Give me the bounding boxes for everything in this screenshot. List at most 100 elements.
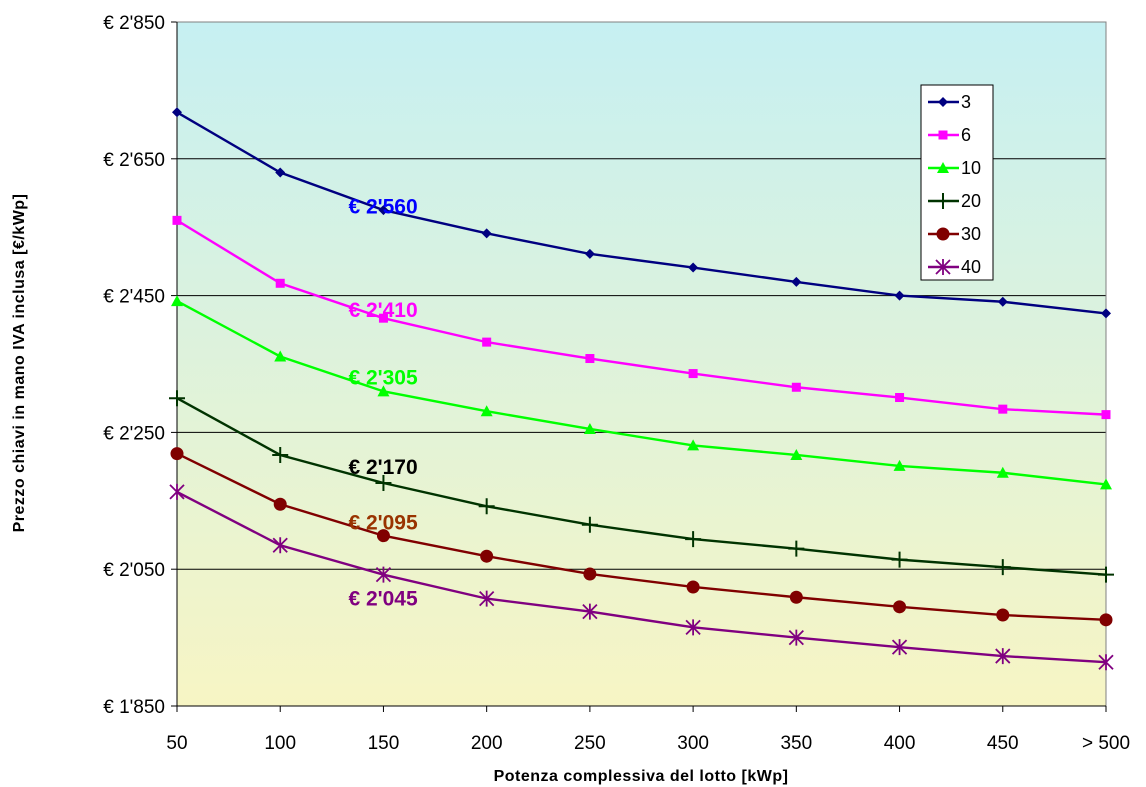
x-tick-label: > 500 <box>1082 733 1130 754</box>
x-tick-label: 300 <box>677 733 709 754</box>
series-30 <box>170 447 1113 627</box>
data-point <box>275 167 286 178</box>
data-point <box>375 566 392 583</box>
x-tick-label: 400 <box>884 733 916 754</box>
annotation-label: € 2'045 <box>348 587 418 610</box>
annotation-label: € 2'560 <box>348 196 417 219</box>
data-point <box>1100 478 1112 490</box>
data-point <box>895 393 905 403</box>
legend-swatch-marker <box>935 259 951 275</box>
data-point <box>583 567 597 581</box>
data-point <box>791 276 802 287</box>
legend-swatch-marker <box>937 162 949 173</box>
series-line <box>176 111 1107 315</box>
series-line <box>176 452 1107 622</box>
series-40 <box>169 483 1114 671</box>
legend-label: 20 <box>961 191 981 211</box>
data-point <box>790 448 803 460</box>
y-tick-label: € 2'250 <box>103 423 165 444</box>
data-point <box>893 459 906 471</box>
data-point <box>478 498 495 515</box>
data-point <box>481 228 492 239</box>
data-point <box>172 215 182 225</box>
y-tick-label: € 2'850 <box>103 13 165 34</box>
data-point <box>376 529 390 543</box>
data-point <box>378 205 389 216</box>
data-point <box>998 404 1008 414</box>
legend-swatch-marker <box>938 97 948 107</box>
legend-item-3: 3 <box>928 92 971 112</box>
data-point <box>685 531 702 548</box>
legend-label: 30 <box>961 224 981 244</box>
data-point <box>1101 308 1111 319</box>
x-tick-label: 150 <box>368 733 400 754</box>
y-tick-label: € 2'050 <box>103 560 165 581</box>
legend-label: 10 <box>961 158 981 178</box>
series-group <box>169 107 1114 671</box>
y-tick-label: € 2'450 <box>103 287 165 308</box>
data-point <box>788 540 805 557</box>
annotations: € 2'560 € 2'410 € 2'305 € 2'170 € 2'095 € 2'0… <box>348 196 418 611</box>
series-6 <box>172 215 1111 420</box>
series-line <box>176 397 1107 576</box>
legend-label: 40 <box>961 257 981 277</box>
data-point <box>482 337 492 347</box>
data-point <box>1099 613 1113 627</box>
legend-item-10: 10 <box>928 158 981 178</box>
data-point <box>995 648 1011 665</box>
legend-label: 3 <box>961 92 971 112</box>
data-point <box>1098 654 1114 671</box>
data-point <box>275 278 285 288</box>
data-point <box>996 608 1010 622</box>
legend-item-40: 40 <box>928 257 981 277</box>
x-tick-label: 200 <box>471 733 503 754</box>
data-point <box>891 639 908 656</box>
annotation-label: € 2'410 <box>348 299 417 322</box>
data-point <box>584 248 595 259</box>
data-point <box>480 549 494 563</box>
gridlines <box>177 21 1106 570</box>
x-tick-label: 100 <box>264 733 296 754</box>
series-line <box>176 300 1107 486</box>
legend: 3 6 10 20 30 40 <box>920 84 994 281</box>
data-point <box>582 603 598 620</box>
series-3 <box>172 107 1111 319</box>
x-tick-label: 450 <box>987 733 1019 754</box>
data-point <box>686 580 700 594</box>
legend-swatch-marker <box>935 193 951 209</box>
data-point <box>997 296 1008 307</box>
y-tick-label: € 1'850 <box>103 697 165 718</box>
data-point <box>169 483 185 500</box>
data-point <box>377 385 390 397</box>
data-point <box>272 446 289 463</box>
legend-item-30: 30 <box>928 224 981 244</box>
data-point <box>789 590 803 604</box>
legend-item-20: 20 <box>928 191 981 211</box>
data-point <box>581 516 598 533</box>
data-point <box>1098 566 1114 583</box>
annotation-label: € 2'170 <box>348 456 417 479</box>
data-point <box>685 619 701 636</box>
data-point <box>375 475 392 492</box>
annotation-label: € 2'095 <box>348 512 418 535</box>
data-point <box>994 559 1011 576</box>
data-point <box>585 354 595 364</box>
data-point <box>169 390 185 407</box>
data-point <box>479 590 495 607</box>
data-point <box>172 107 182 118</box>
data-point <box>893 600 907 614</box>
series-20 <box>169 390 1114 583</box>
legend-swatch-marker <box>938 130 948 140</box>
x-tick-label: 50 <box>166 733 187 754</box>
data-point <box>273 497 287 511</box>
axes: € 1'850 € 2'050 € 2'250 € 2'450 € 2'650 € 2'8… <box>103 13 1130 754</box>
series-10 <box>171 295 1112 490</box>
data-point <box>1101 410 1111 420</box>
data-point <box>687 439 700 451</box>
legend-item-6: 6 <box>928 125 971 145</box>
legend-box <box>920 84 994 281</box>
series-line <box>176 219 1107 416</box>
data-point <box>378 313 388 323</box>
